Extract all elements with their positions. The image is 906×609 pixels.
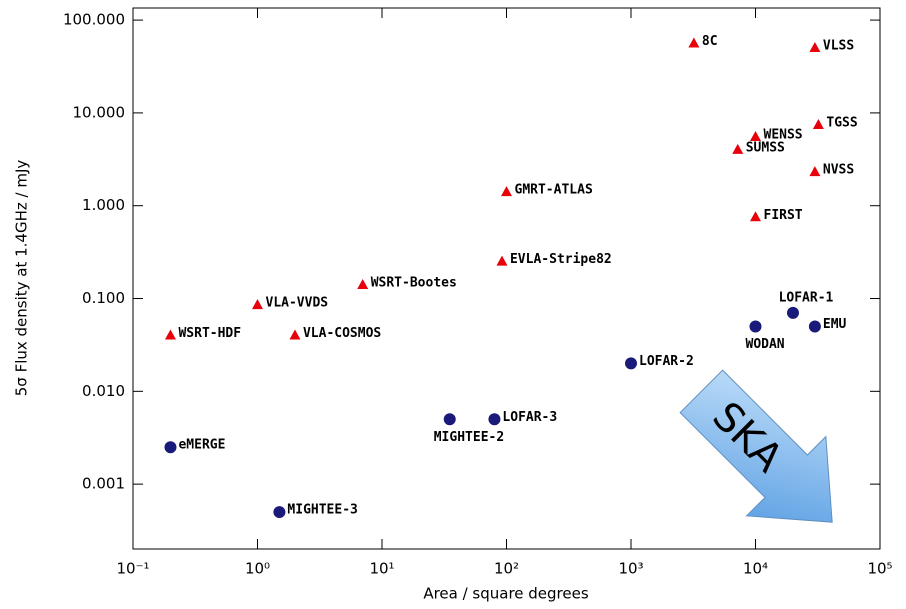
triangle-marker [750,211,761,222]
triangle-marker [289,329,301,340]
triangle-marker [750,130,761,141]
point-label: MIGHTEE-3 [287,503,357,518]
point-label: EMU [823,317,847,332]
y-tick-label: 1.000 [82,196,125,214]
x-tick-label: 10³ [618,560,643,578]
point-label: WENSS [764,127,803,142]
y-tick-label: 10.000 [73,103,126,121]
x-tick-label: 10⁰ [245,560,270,578]
ska-arrow: SKA [679,369,833,523]
triangle-marker [809,42,821,53]
point-label: VLSS [823,39,854,54]
point-label: LOFAR-1 [779,290,834,305]
triangle-marker [688,37,700,48]
point-label: NVSS [823,163,854,178]
point-label: WODAN [746,337,785,352]
point-label: eMERGE [178,438,225,453]
y-tick-label: 0.001 [82,475,125,493]
triangle-marker [357,278,369,289]
circle-marker [443,413,456,426]
triangle-marker [809,166,821,177]
y-tick-label: 0.010 [82,382,125,400]
point-label: LOFAR-3 [502,410,557,425]
point-label: 8C [702,34,718,49]
triangle-marker [501,186,512,197]
x-tick-label: 10¹ [369,560,394,578]
point-label: WSRT-Bootes [371,275,457,290]
triangle-marker [732,143,744,154]
circle-marker [786,306,799,319]
x-tick-label: 10⁵ [867,560,892,578]
circle-marker [164,441,177,454]
circle-marker [273,506,286,519]
y-tick-label: 100.000 [63,11,125,29]
triangle-marker [812,119,824,130]
arrow-shape [679,369,833,523]
circle-marker [625,357,637,370]
point-label: SUMSS [746,140,785,155]
point-label: EVLA-Stripe82 [510,252,612,267]
y-tick-label: 0.100 [82,289,125,307]
triangle-marker [164,329,176,340]
triangle-marker [496,255,508,266]
x-tick-label: 10⁻¹ [116,560,149,578]
x-tick-label: 10⁴ [743,560,768,578]
point-label: FIRST [764,208,803,223]
circle-marker [488,413,501,426]
circle-marker [808,320,821,333]
point-label: TGSS [826,116,857,131]
circle-marker [749,320,762,333]
point-label: VLA-VVDS [266,296,329,311]
x-tick-label: 10² [494,560,519,578]
point-label: VLA-COSMOS [303,326,381,341]
point-label: WSRT-HDF [178,326,241,341]
point-label: GMRT-ATLAS [515,183,593,198]
x-axis-label: Area / square degrees [423,585,589,603]
point-label: LOFAR-2 [639,354,694,369]
triangle-marker [252,299,263,310]
y-axis-label: 5σ Flux density at 1.4GHz / mJy [13,160,31,397]
point-label: MIGHTEE-2 [434,430,504,445]
